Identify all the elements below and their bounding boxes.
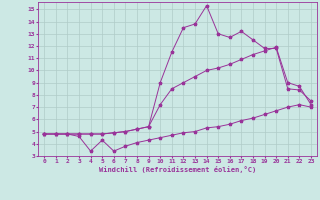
X-axis label: Windchill (Refroidissement éolien,°C): Windchill (Refroidissement éolien,°C) xyxy=(99,166,256,173)
